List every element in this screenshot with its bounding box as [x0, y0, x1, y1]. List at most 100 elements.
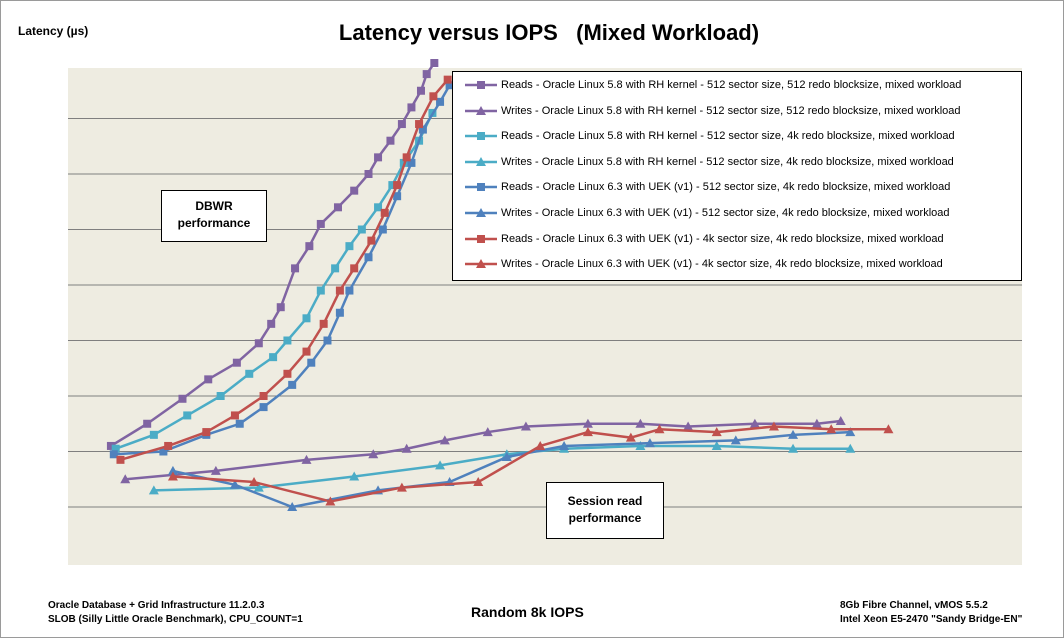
data-point-s4-3 [235, 419, 244, 428]
data-point-s1-4 [401, 443, 412, 453]
annotation-session-read: Session read performance [546, 482, 664, 539]
legend-item-0: Reads - Oracle Linux 5.8 with RH kernel … [463, 76, 961, 94]
data-point-s6-1 [164, 441, 173, 450]
legend-symbol-3 [465, 156, 497, 166]
legend-label-3: Writes - Oracle Linux 5.8 with RH kernel… [501, 155, 954, 168]
annotation-session-line1: Session read [567, 494, 643, 508]
data-point-s5-8 [730, 435, 741, 445]
data-point-s3-2 [349, 471, 360, 481]
data-point-s2-0 [111, 444, 120, 453]
legend-symbol-2 [465, 132, 497, 141]
data-point-s5-0 [167, 465, 178, 475]
legend-label-0: Reads - Oracle Linux 5.8 with RH kernel … [501, 79, 962, 91]
data-point-s5-5 [501, 452, 512, 462]
legend-item-4: Reads - Oracle Linux 6.3 with UEK (v1) -… [463, 178, 950, 196]
data-point-s0-0 [106, 441, 115, 450]
legend-symbol-7 [465, 259, 497, 269]
data-point-s6-11 [380, 208, 389, 217]
data-point-s1-8 [582, 418, 593, 428]
data-point-s7-8 [654, 424, 665, 434]
data-point-s1-12 [811, 418, 822, 428]
data-point-s4-9 [345, 286, 354, 295]
data-point-s6-9 [350, 264, 359, 273]
data-point-s0-10 [316, 219, 325, 228]
legend-symbol-6 [465, 234, 497, 243]
series-line-1 [125, 419, 841, 481]
legend-item-5: Writes - Oracle Linux 6.3 with UEK (v1) … [463, 204, 950, 222]
data-point-s5-2 [287, 502, 298, 511]
data-point-s7-5 [535, 440, 546, 450]
data-point-s0-4 [232, 358, 241, 367]
data-point-s3-7 [711, 440, 722, 450]
data-point-s0-3 [204, 375, 213, 384]
data-point-s4-1 [159, 447, 168, 456]
data-point-s4-10 [364, 253, 373, 262]
legend-item-6: Reads - Oracle Linux 6.3 with UEK (v1) -… [463, 230, 944, 248]
data-point-s0-19 [422, 70, 431, 79]
data-point-s0-9 [305, 242, 314, 251]
data-point-s1-7 [520, 421, 531, 431]
data-point-s2-6 [283, 336, 292, 345]
data-point-s4-6 [307, 358, 316, 367]
data-point-s4-15 [436, 97, 445, 106]
data-point-s7-10 [768, 421, 779, 431]
data-point-s4-7 [323, 336, 332, 345]
data-point-s6-7 [319, 319, 328, 328]
legend-symbol-1 [465, 105, 497, 115]
data-point-s3-8 [788, 443, 799, 453]
chart-legend: Reads - Oracle Linux 5.8 with RH kernel … [452, 71, 1022, 281]
data-point-s2-5 [269, 353, 278, 362]
data-point-s6-16 [443, 75, 452, 84]
data-point-s1-6 [482, 427, 493, 437]
legend-label-4: Reads - Oracle Linux 6.3 with UEK (v1) -… [501, 181, 951, 194]
data-point-s1-9 [635, 418, 646, 428]
data-point-s2-2 [183, 411, 192, 420]
data-point-s6-10 [367, 236, 376, 245]
legend-symbol-5 [465, 208, 497, 217]
data-point-s2-4 [245, 369, 254, 378]
data-point-s7-11 [826, 424, 837, 434]
data-point-s7-2 [325, 496, 336, 506]
data-point-s4-12 [393, 192, 402, 201]
data-point-s2-3 [216, 392, 225, 400]
legend-label-7: Writes - Oracle Linux 6.3 with UEK (v1) … [501, 258, 943, 271]
legend-item-3: Writes - Oracle Linux 5.8 with RH kernel… [463, 153, 954, 171]
data-point-s0-11 [333, 203, 342, 212]
data-point-s0-13 [364, 170, 373, 178]
data-point-s7-4 [473, 477, 484, 487]
data-point-s5-9 [788, 429, 799, 439]
data-point-s6-5 [283, 369, 292, 378]
data-point-s6-12 [393, 181, 402, 190]
data-point-s3-9 [845, 443, 856, 453]
data-point-s6-4 [259, 392, 268, 400]
data-point-s4-13 [407, 158, 416, 167]
data-point-s7-0 [167, 471, 178, 481]
data-point-s4-16 [445, 81, 454, 90]
data-point-s1-2 [301, 454, 312, 464]
data-point-s7-1 [249, 477, 260, 487]
annotation-session-line2: performance [568, 511, 642, 525]
data-point-s2-12 [374, 203, 383, 212]
data-point-s0-14 [374, 153, 383, 162]
data-point-s2-9 [331, 264, 340, 273]
annotation-dbwr-line1: DBWR [195, 199, 233, 213]
data-point-s4-8 [335, 308, 344, 317]
data-point-s1-0 [120, 474, 131, 484]
data-point-s7-12 [883, 424, 894, 434]
data-point-s1-10 [683, 421, 694, 431]
data-point-s6-13 [402, 153, 411, 162]
data-point-s2-11 [357, 225, 366, 234]
data-point-s5-1 [229, 479, 240, 489]
footer-right-line1: 8Gb Fibre Channel, vMOS 5.5.2 [840, 600, 988, 611]
data-point-s4-14 [418, 125, 427, 134]
data-point-s6-3 [230, 411, 239, 420]
legend-symbol-4 [465, 183, 497, 192]
legend-label-1: Writes - Oracle Linux 5.8 with RH kernel… [501, 104, 961, 117]
data-point-s5-6 [559, 440, 570, 450]
data-point-s3-6 [635, 440, 646, 450]
data-point-s6-8 [335, 286, 344, 295]
data-point-s7-3 [396, 482, 407, 492]
data-point-s1-1 [210, 465, 221, 475]
data-point-s7-6 [582, 427, 593, 437]
data-point-s6-6 [302, 347, 311, 356]
